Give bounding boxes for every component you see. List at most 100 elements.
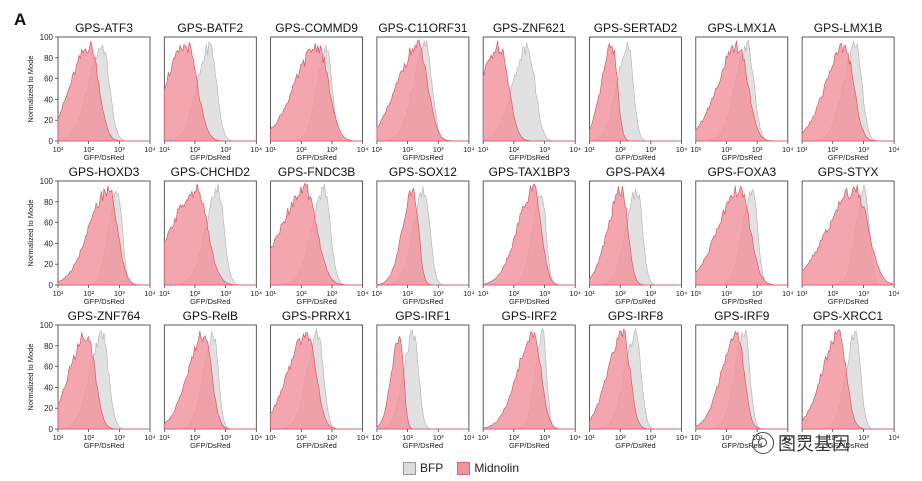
x-axis-label: GFP/DsRed	[615, 297, 655, 306]
panel-title: GPS-C11ORF31	[378, 21, 467, 35]
midnolin-histogram	[695, 40, 788, 142]
x-axis-label: GFP/DsRed	[403, 441, 443, 450]
watermark: 图灵基因	[752, 430, 850, 456]
x-tick-label: 10²	[83, 289, 94, 298]
x-tick-label: 10²	[827, 145, 838, 154]
x-tick-label: 10³	[645, 145, 656, 154]
x-tick-label: 10⁴	[676, 289, 688, 298]
x-axis-label: GFP/DsRed	[828, 153, 868, 162]
panel-title: GPS-PAX4	[606, 165, 665, 179]
panel-gps-znf621: GPS-ZNF621 10¹ 10² 10³ 10⁴ GFP/DsRed	[478, 21, 581, 162]
x-tick-label: 10²	[296, 289, 307, 298]
x-tick-label: 10²	[296, 433, 307, 442]
panel-gps-irf8: GPS-IRF8 10¹ 10² 10³ 10⁴ GFP/DsRed	[584, 309, 687, 450]
midnolin-histogram	[589, 42, 682, 142]
x-tick-label: 10¹	[584, 145, 595, 154]
panel-title: GPS-SERTAD2	[594, 21, 678, 35]
x-tick-label: 10¹	[53, 145, 64, 154]
panel-gps-batf2: GPS-BATF2 10¹ 10² 10³ 10⁴ GFP/DsRed	[159, 21, 262, 162]
y-tick-label: 100	[40, 177, 54, 186]
x-tick-label: 10⁴	[251, 433, 263, 442]
x-tick-label: 10⁴	[676, 145, 688, 154]
x-tick-label: 10³	[645, 289, 656, 298]
panel-title: GPS-HOXD3	[69, 165, 140, 179]
x-tick-label: 10¹	[478, 145, 489, 154]
x-axis-label: GFP/DsRed	[828, 297, 868, 306]
x-tick-label: 10³	[752, 289, 763, 298]
watermark-text: 图灵基因	[778, 434, 850, 454]
panel-gps-relb: GPS-RelB 10¹ 10² 10³ 10⁴ GFP/DsRed	[159, 309, 262, 450]
panel-letter: A	[14, 10, 27, 29]
x-axis-label: GFP/DsRed	[190, 153, 230, 162]
x-tick-label: 10⁴	[569, 289, 581, 298]
midnolin-histogram	[57, 41, 150, 142]
midnolin-histogram	[57, 332, 150, 430]
x-axis-label: GFP/DsRed	[403, 297, 443, 306]
panel-title: GPS-RelB	[183, 309, 238, 323]
panel-title: GPS-BATF2	[177, 21, 243, 35]
midnolin-histogram	[376, 39, 469, 142]
x-tick-label: 10³	[433, 289, 444, 298]
x-axis-label: GFP/DsRed	[84, 441, 124, 450]
wechat-icon	[752, 432, 774, 454]
y-tick-label: 20	[44, 404, 53, 413]
midnolin-histogram	[163, 330, 257, 430]
y-tick-label: 60	[44, 75, 53, 84]
x-tick-label: 10¹	[584, 433, 595, 442]
panel-title: GPS-IRF1	[395, 309, 451, 323]
x-tick-label: 10³	[220, 289, 231, 298]
panel-title: GPS-SOX12	[389, 165, 457, 179]
bfp-swatch	[402, 461, 416, 475]
panel-title: GPS-CHCHD2	[171, 165, 251, 179]
panel-gps-irf2: GPS-IRF2 10¹ 10² 10³ 10⁴ GFP/DsRed	[478, 309, 581, 450]
x-tick-label: 10³	[539, 289, 550, 298]
x-tick-label: 10⁴	[144, 433, 156, 442]
x-axis-label: GFP/DsRed	[722, 297, 762, 306]
x-tick-label: 10²	[827, 289, 838, 298]
y-tick-label: 0	[49, 137, 54, 146]
x-axis-label: GFP/DsRed	[615, 153, 655, 162]
x-tick-label: 10¹	[584, 289, 595, 298]
x-tick-label: 10¹	[265, 289, 276, 298]
x-tick-label: 10³	[114, 289, 125, 298]
x-tick-label: 10⁴	[676, 433, 688, 442]
x-axis-label: GFP/DsRed	[722, 441, 762, 450]
panel-title: GPS-IRF9	[714, 309, 770, 323]
x-tick-label: 10³	[327, 289, 338, 298]
midnolin-histogram	[801, 329, 895, 430]
y-axis-label: Normalized to Mode	[26, 55, 35, 122]
panel-title: GPS-FOXA3	[707, 165, 776, 179]
legend: BFP Midnolin	[0, 461, 922, 475]
x-tick-label: 10³	[752, 145, 763, 154]
x-axis-label: GFP/DsRed	[828, 441, 868, 450]
panel-gps-sertad2: GPS-SERTAD2 10¹ 10² 10³ 10⁴ GFP/DsRed	[584, 21, 687, 162]
x-tick-label: 10¹	[159, 289, 170, 298]
x-axis-label: GFP/DsRed	[84, 153, 124, 162]
x-tick-label: 10⁴	[569, 433, 581, 442]
x-tick-label: 10³	[114, 433, 125, 442]
x-axis-label: GFP/DsRed	[509, 441, 549, 450]
panel-title: GPS-XRCC1	[813, 309, 883, 323]
panel-title: GPS-ZNF621	[493, 21, 566, 35]
x-tick-label: 10¹	[478, 289, 489, 298]
y-tick-label: 80	[44, 342, 53, 351]
x-tick-label: 10²	[402, 289, 413, 298]
x-tick-label: 10³	[858, 289, 869, 298]
x-tick-label: 10¹	[478, 433, 489, 442]
panel-gps-tax1bp3: GPS-TAX1BP3 10¹ 10² 10³ 10⁴ GFP/DsRed	[478, 165, 581, 306]
panel-gps-chchd2: GPS-CHCHD2 10¹ 10² 10³ 10⁴ GFP/DsRed	[159, 165, 262, 306]
x-tick-label: 10²	[296, 145, 307, 154]
y-axis-label: Normalized to Mode	[26, 199, 35, 266]
panel-gps-irf1: GPS-IRF1 10¹ 10² 10³ 10⁴ GFP/DsRed	[371, 309, 474, 450]
x-tick-label: 10³	[539, 433, 550, 442]
x-tick-label: 10⁴	[144, 289, 156, 298]
y-tick-label: 100	[40, 33, 54, 42]
x-tick-label: 10³	[220, 145, 231, 154]
x-axis-label: GFP/DsRed	[403, 153, 443, 162]
x-tick-label: 10²	[190, 433, 201, 442]
x-axis-label: GFP/DsRed	[296, 297, 336, 306]
y-tick-label: 40	[44, 239, 53, 248]
legend-item-bfp: BFP	[402, 461, 443, 475]
x-tick-label: 10⁴	[357, 289, 369, 298]
x-tick-label: 10²	[402, 145, 413, 154]
